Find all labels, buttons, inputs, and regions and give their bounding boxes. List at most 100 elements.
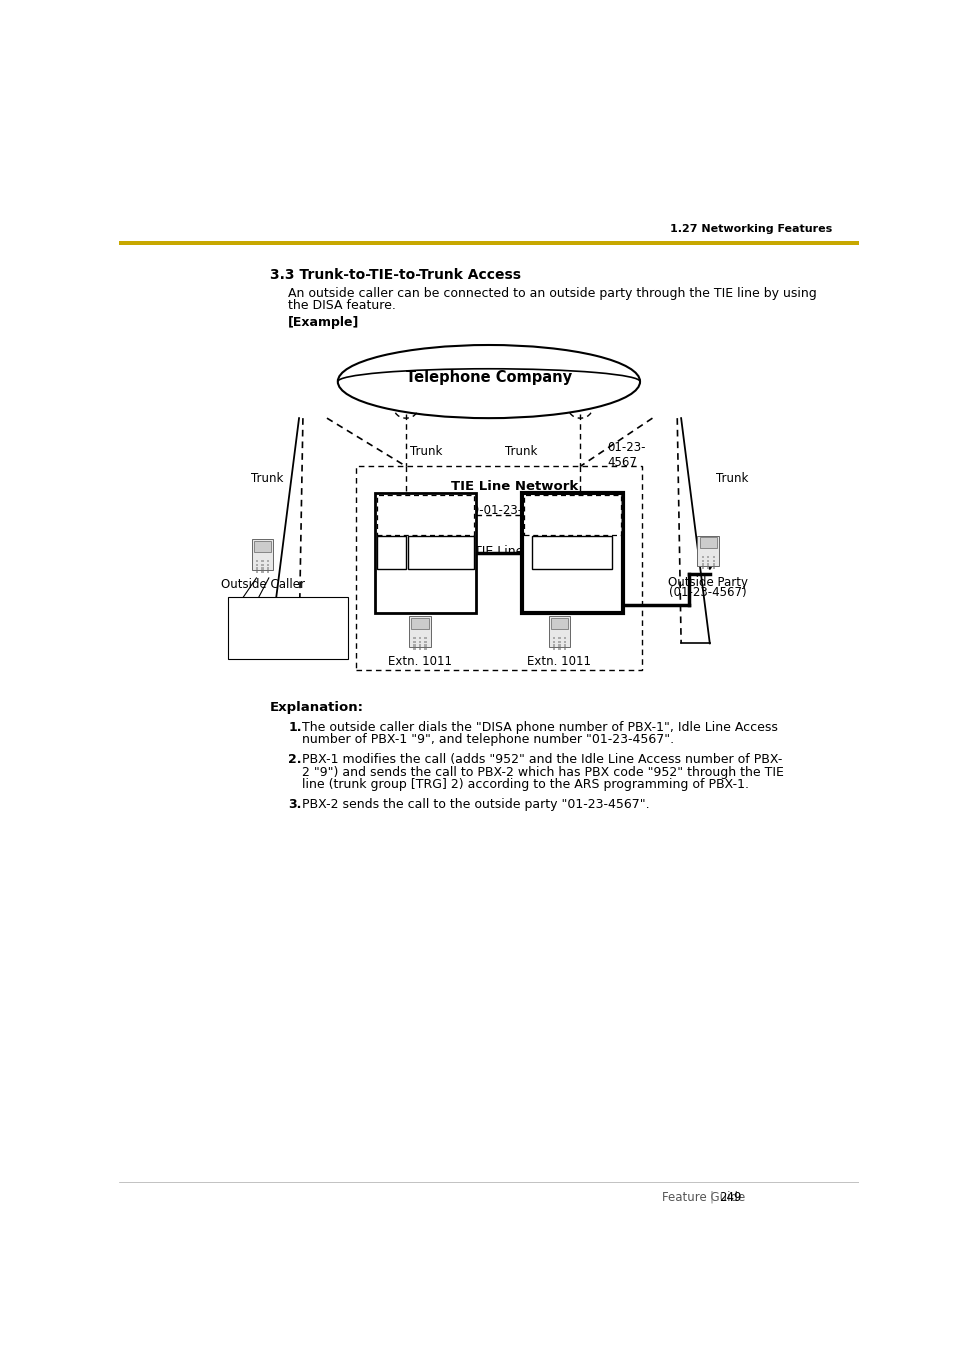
Bar bbox=[261, 559, 264, 562]
Text: 1.27 Networking Features: 1.27 Networking Features bbox=[669, 224, 831, 234]
Bar bbox=[255, 563, 258, 566]
Text: TIE Line Network: TIE Line Network bbox=[451, 480, 578, 493]
Bar bbox=[706, 567, 709, 569]
Bar bbox=[706, 559, 709, 562]
Text: Extn. 1011: Extn. 1011 bbox=[527, 655, 591, 667]
Bar bbox=[376, 494, 474, 535]
Bar bbox=[553, 648, 555, 650]
Bar bbox=[418, 636, 420, 639]
Bar bbox=[255, 571, 258, 573]
Bar bbox=[521, 493, 622, 612]
Text: DISA: DISA bbox=[378, 543, 403, 553]
Bar bbox=[700, 563, 703, 566]
Bar bbox=[267, 563, 269, 566]
Text: 249: 249 bbox=[719, 1190, 740, 1204]
Text: PBX-Code 952: PBX-Code 952 bbox=[528, 508, 601, 517]
Bar bbox=[706, 563, 709, 566]
Bar bbox=[261, 567, 264, 570]
Text: An outside caller can be connected to an outside party through the TIE line by u: An outside caller can be connected to an… bbox=[288, 286, 816, 300]
Text: Telephone Company: Telephone Company bbox=[405, 370, 572, 385]
Text: Trunk: Trunk bbox=[251, 473, 283, 485]
Bar bbox=[700, 557, 703, 558]
Bar bbox=[267, 571, 269, 573]
Bar bbox=[411, 617, 428, 628]
Text: PBX-2: PBX-2 bbox=[528, 496, 569, 509]
Bar bbox=[712, 563, 714, 566]
Text: Trunk: Trunk bbox=[716, 473, 747, 485]
Bar bbox=[413, 648, 416, 650]
Bar bbox=[413, 644, 416, 647]
Bar bbox=[376, 536, 406, 569]
Text: Trunk: Trunk bbox=[410, 446, 442, 458]
Text: Extn. 1011: Extn. 1011 bbox=[388, 655, 452, 667]
Text: (01-23-4567): (01-23-4567) bbox=[669, 586, 746, 600]
Bar bbox=[523, 494, 620, 535]
Text: 1.: 1. bbox=[288, 721, 301, 734]
Text: TIE Line: TIE Line bbox=[474, 544, 523, 558]
Bar bbox=[253, 540, 271, 551]
Bar bbox=[563, 640, 565, 643]
Bar bbox=[712, 567, 714, 569]
Bar bbox=[558, 640, 560, 643]
Bar bbox=[700, 559, 703, 562]
Text: Interface: Interface bbox=[548, 543, 595, 553]
Text: TRG 2: TRG 2 bbox=[407, 576, 447, 589]
Text: number of PBX-1 "9", and telephone number "01-23-4567".: number of PBX-1 "9", and telephone numbe… bbox=[302, 734, 674, 747]
Bar bbox=[418, 640, 420, 643]
Text: PBX-1 modifies the call (adds "952" and the Idle Line Access number of PBX-: PBX-1 modifies the call (adds "952" and … bbox=[302, 754, 781, 766]
Text: Feature Guide: Feature Guide bbox=[661, 1190, 744, 1204]
Text: PBX-2 sends the call to the outside party "01-23-4567".: PBX-2 sends the call to the outside part… bbox=[302, 798, 649, 811]
Text: Interface: Interface bbox=[417, 543, 464, 553]
Bar bbox=[553, 636, 555, 639]
Bar bbox=[413, 636, 416, 639]
Text: 952-9-01-23-4567: 952-9-01-23-4567 bbox=[445, 504, 552, 517]
Bar bbox=[553, 644, 555, 647]
Bar bbox=[550, 617, 568, 628]
Bar bbox=[228, 597, 348, 659]
Text: PBX-1: PBX-1 bbox=[381, 496, 422, 509]
Text: |: | bbox=[709, 1190, 713, 1204]
Bar bbox=[375, 493, 476, 612]
Bar bbox=[424, 640, 426, 643]
Text: 3.: 3. bbox=[288, 798, 301, 811]
Bar bbox=[424, 648, 426, 650]
Bar bbox=[267, 567, 269, 570]
Text: 3.3 Trunk-to-TIE-to-Trunk Access: 3.3 Trunk-to-TIE-to-Trunk Access bbox=[270, 269, 520, 282]
Text: 2.: 2. bbox=[288, 754, 301, 766]
Bar bbox=[548, 616, 570, 647]
Bar bbox=[424, 644, 426, 647]
Bar bbox=[700, 567, 703, 569]
Text: Outside Party: Outside Party bbox=[667, 576, 747, 589]
Bar bbox=[409, 616, 431, 647]
Bar bbox=[558, 644, 560, 647]
Bar bbox=[699, 538, 716, 549]
Bar bbox=[255, 567, 258, 570]
Text: 01-23-
4567: 01-23- 4567 bbox=[607, 440, 645, 469]
Bar bbox=[413, 640, 416, 643]
Text: 2 "9") and sends the call to PBX-2 which has PBX code "952" through the TIE: 2 "9") and sends the call to PBX-2 which… bbox=[302, 766, 783, 778]
Bar bbox=[355, 466, 641, 670]
Text: [Example]: [Example] bbox=[288, 316, 359, 330]
Bar bbox=[119, 242, 858, 246]
Bar bbox=[712, 559, 714, 562]
Bar bbox=[418, 644, 420, 647]
Bar bbox=[563, 644, 565, 647]
Bar bbox=[712, 557, 714, 558]
Text: line (trunk group [TRG] 2) according to the ARS programming of PBX-1.: line (trunk group [TRG] 2) according to … bbox=[302, 778, 748, 792]
Bar bbox=[267, 559, 269, 562]
Bar bbox=[261, 563, 264, 566]
Text: Outside Caller: Outside Caller bbox=[220, 578, 304, 590]
Bar bbox=[553, 640, 555, 643]
Bar bbox=[252, 539, 274, 570]
Bar bbox=[261, 571, 264, 573]
Bar bbox=[255, 559, 258, 562]
Text: Explanation:: Explanation: bbox=[270, 701, 363, 715]
Bar bbox=[558, 648, 560, 650]
Text: The outside caller dials the "DISA phone number of PBX-1", Idle Line Access: The outside caller dials the "DISA phone… bbox=[302, 721, 778, 734]
Bar bbox=[563, 636, 565, 639]
Bar bbox=[706, 557, 709, 558]
Bar bbox=[697, 535, 719, 566]
Bar bbox=[424, 636, 426, 639]
Bar bbox=[531, 536, 612, 569]
Bar bbox=[418, 648, 420, 650]
